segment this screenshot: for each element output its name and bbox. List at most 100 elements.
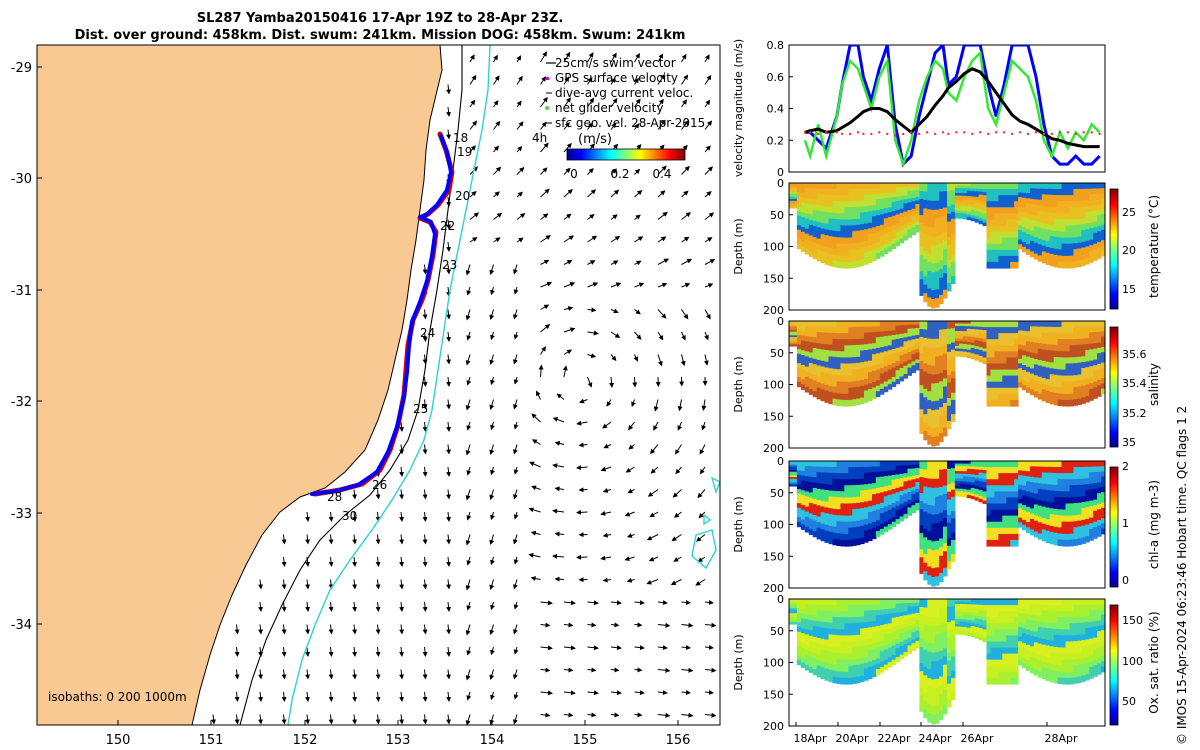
svg-text:0.2: 0.2 xyxy=(610,167,629,181)
depth-tick: 200 xyxy=(763,304,784,317)
velocity-point xyxy=(1074,132,1077,136)
svg-text:28: 28 xyxy=(327,490,342,504)
velocity-point xyxy=(1002,131,1006,134)
land-mass xyxy=(37,45,442,725)
heatmap-panel-1: 0 50 100 150 200 Depth (m) 15 20 25 temperature (… xyxy=(732,177,1161,317)
depth-tick: 150 xyxy=(763,410,784,423)
velocity-point xyxy=(925,131,929,134)
map-xtick-label: 150 xyxy=(106,733,131,748)
date-xtick: 28Apr xyxy=(1044,732,1078,745)
map-colorbar: 0 0.2 0.4 xyxy=(566,148,686,181)
velocity-point xyxy=(803,131,807,134)
colorbar-tick: 1 xyxy=(1122,517,1129,530)
svg-text:18: 18 xyxy=(453,131,468,145)
colorbar xyxy=(1109,466,1119,588)
colorbar xyxy=(1109,604,1119,726)
map-ytick-label: -33 xyxy=(11,507,32,522)
map-xtick-label: 152 xyxy=(293,733,318,748)
day-labels: 18 19 20 22 23 24 25 26 28 30 xyxy=(327,131,472,523)
depth-tick: 100 xyxy=(763,241,784,254)
isobaths-label: isobaths: 0 200 1000m xyxy=(48,690,187,704)
velocity-series-line xyxy=(804,67,1100,149)
depth-tick: 100 xyxy=(763,379,784,392)
velocity-point xyxy=(862,132,865,136)
legend-net-velocity: net glider velocity xyxy=(555,101,663,115)
depth-ylabel: Depth (m) xyxy=(732,356,745,412)
map-legend: 25cm/s swim vector GPS surface velocity … xyxy=(532,56,705,147)
colorbar-label: chl-a (mg m-3) xyxy=(1147,480,1161,569)
velocity-point xyxy=(1018,131,1022,134)
eddy-contour-2 xyxy=(703,476,720,526)
plot-subtitle: Dist. over ground: 458km. Dist. swum: 24… xyxy=(74,28,686,43)
isobath-1000m xyxy=(287,45,491,725)
legend-dive-avg: dive-avg current veloc. xyxy=(555,86,693,100)
heatmap-panel-2: 0 50 100 150 200 Depth (m) 35 35.2 35.4 35.6salin… xyxy=(732,315,1161,455)
velocity-point xyxy=(1010,132,1014,136)
svg-text:24: 24 xyxy=(420,326,435,340)
map-ytick-label: -29 xyxy=(11,61,32,76)
colorbar-tick: 0 xyxy=(1122,574,1129,587)
velocity-point xyxy=(824,131,828,134)
velocity-panel: 0 0.2 0.4 0.6 0.8 velocity magnitude (m/s) xyxy=(732,39,1106,179)
colorbar-tick: 35.6 xyxy=(1122,348,1147,361)
velocity-point xyxy=(1042,132,1046,136)
velocity-point xyxy=(986,132,990,136)
velocity-point xyxy=(848,132,852,136)
time-label: 4h xyxy=(532,131,547,145)
velocity-point xyxy=(878,131,881,134)
colorbar-tick: 35.2 xyxy=(1122,407,1147,420)
depth-tick: 150 xyxy=(763,550,784,563)
velocity-ytick: 0 xyxy=(777,166,784,179)
map-xtick-label: 155 xyxy=(573,733,598,748)
glider-track-blue xyxy=(310,134,453,496)
depth-tick: 0 xyxy=(777,315,784,328)
velocity-point xyxy=(947,132,950,136)
legend-gps-velocity: GPS surface velocity xyxy=(555,71,678,85)
map-ytick-label: -30 xyxy=(11,172,32,187)
depth-tick: 50 xyxy=(770,209,784,222)
colorbar-label: Ox. sat. ratio (%) xyxy=(1147,611,1161,713)
velocity-point xyxy=(941,131,945,134)
depth-tick: 200 xyxy=(763,442,784,455)
velocity-series-line xyxy=(804,45,1101,168)
depth-tick: 0 xyxy=(777,593,784,606)
plot-title: SL287 Yamba20150416 17-Apr 19Z to 28-Apr… xyxy=(196,11,564,26)
colorbar xyxy=(1109,326,1119,448)
svg-text:20: 20 xyxy=(455,189,470,203)
depth-tick: 200 xyxy=(763,582,784,595)
velocity-point xyxy=(933,132,937,136)
map-ytick-label: -34 xyxy=(11,618,32,633)
velocity-point xyxy=(1034,131,1038,134)
colorbar-tick: 2 xyxy=(1122,460,1129,473)
depth-ylabel: Depth (m) xyxy=(732,218,745,274)
eddy-contour-1 xyxy=(691,529,717,570)
velocity-ytick: 0.4 xyxy=(767,103,785,116)
colorbar-label: salinity xyxy=(1147,363,1161,406)
colorbar-tick: 35.4 xyxy=(1122,377,1147,390)
colorbar-label: temperature (°C) xyxy=(1147,195,1161,298)
velocity-point xyxy=(917,132,921,136)
velocity-point xyxy=(840,132,844,136)
velocity-point xyxy=(1050,132,1054,136)
map-xtick-label: 156 xyxy=(666,733,691,748)
date-xtick: 20Apr xyxy=(835,732,869,745)
map-axis-ticks: 150 151 152 153 154 155 156 -29 -30 -31 -32 -33 -34 xyxy=(11,61,691,748)
depth-tick: 100 xyxy=(763,657,784,670)
svg-text:25: 25 xyxy=(413,402,428,416)
map-xtick-label: 151 xyxy=(199,733,224,748)
map-xtick-label: 154 xyxy=(480,733,505,748)
heatmap-panel-3: 0 50 100 150 200 Depth (m) 0 1 2 chl-a (mg m-3) xyxy=(732,455,1161,595)
velocity-point xyxy=(870,132,873,136)
map-xtick-label: 153 xyxy=(386,733,411,748)
velocity-ytick: 0.8 xyxy=(767,39,785,52)
svg-text:22: 22 xyxy=(440,219,455,233)
heatmap-panel-4: 0 50 100 150 200 Depth (m) 50 100 150 Ox. sat. ra… xyxy=(732,593,1161,733)
velocity-point xyxy=(1026,132,1030,136)
colorbar-tick: 35 xyxy=(1122,436,1136,449)
velocity-point xyxy=(994,131,998,134)
velocity-point xyxy=(1066,131,1070,134)
colorbar-tick: 150 xyxy=(1122,614,1143,627)
velocity-point xyxy=(817,132,820,136)
velocity-series-line xyxy=(803,50,1101,169)
